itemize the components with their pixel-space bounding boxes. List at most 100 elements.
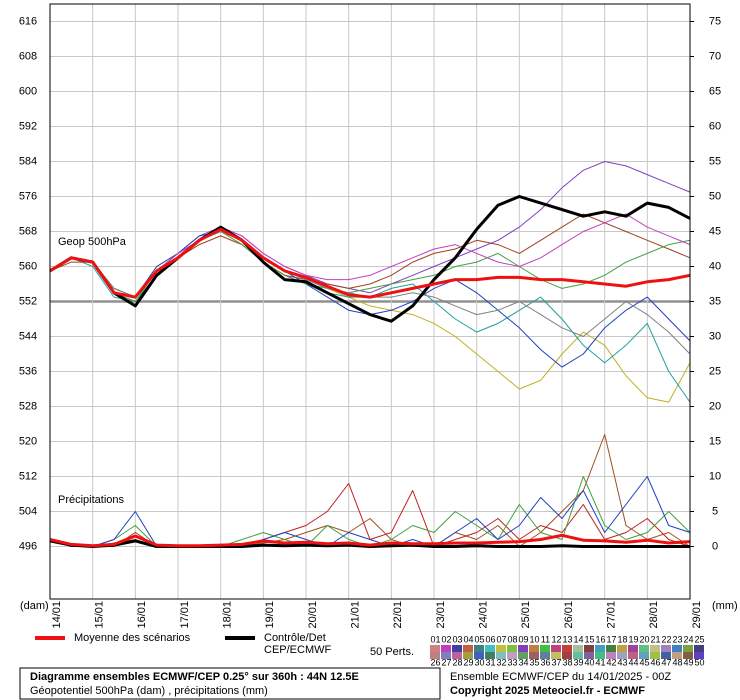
y-tick-label: 568	[19, 225, 37, 237]
member-swatch	[496, 652, 506, 659]
member-swatch	[650, 652, 660, 659]
member-label: 39	[573, 657, 583, 667]
member-swatch	[573, 645, 583, 652]
y-tick-label: 608	[19, 50, 37, 62]
member-swatch	[551, 645, 561, 652]
member-swatch	[661, 652, 671, 659]
member-label: 31	[485, 657, 495, 667]
member-label: 11	[541, 634, 550, 644]
y-tick-label: 536	[19, 365, 37, 377]
y-tick-label: 512	[19, 470, 37, 482]
member-label: 13	[562, 634, 572, 644]
member-label: 16	[595, 634, 605, 644]
member-label: 15	[584, 634, 594, 644]
y2-tick-label: 65	[709, 85, 721, 97]
member-label: 01	[430, 634, 440, 644]
y2-tick-label: 70	[709, 50, 721, 62]
series-line	[49, 227, 691, 299]
title: Diagramme ensembles ECMWF/CEP 0.25° sur …	[30, 671, 359, 683]
x-tick-label: 16/01	[136, 601, 148, 629]
member-label: 20	[639, 634, 649, 644]
member-label: 08	[507, 634, 517, 644]
y-tick-label: 584	[19, 155, 37, 167]
member-swatch	[683, 645, 693, 652]
legend-mean: Moyenne des scénarios	[74, 632, 191, 644]
member-swatch	[518, 645, 528, 652]
member-label: 38	[562, 657, 572, 667]
x-tick-label: 29/01	[691, 601, 703, 629]
plot-area	[49, 161, 691, 548]
x-tick-label: 21/01	[350, 601, 362, 629]
member-label: 06	[485, 634, 495, 644]
x-tick-label: 18/01	[222, 601, 234, 629]
member-label: 30	[474, 657, 484, 667]
member-swatch	[595, 645, 605, 652]
member-label: 50	[694, 657, 704, 667]
y2-tick-label: 35	[709, 295, 721, 307]
member-swatch	[617, 652, 627, 659]
member-label: 17	[606, 634, 616, 644]
y-tick-label: 544	[19, 330, 37, 342]
member-swatch	[430, 652, 440, 659]
member-swatch	[606, 652, 616, 659]
member-label: 44	[628, 657, 638, 667]
y-tick-label: 560	[19, 260, 37, 272]
member-label: 05	[474, 634, 484, 644]
member-label: 42	[606, 657, 616, 667]
member-swatch	[430, 645, 440, 652]
member-swatch	[463, 645, 473, 652]
member-label: 04	[463, 634, 473, 644]
x-tick-label: 14/01	[51, 601, 63, 629]
member-swatch	[562, 645, 572, 652]
member-swatch	[474, 645, 484, 652]
x-tick-label: 27/01	[606, 601, 618, 629]
member-swatch	[617, 645, 627, 652]
member-swatch	[452, 652, 462, 659]
member-swatch	[529, 652, 539, 659]
series-line	[49, 533, 691, 548]
member-swatch	[683, 652, 693, 659]
member-swatch	[639, 645, 649, 652]
member-label: 19	[628, 634, 638, 644]
member-swatch	[573, 652, 583, 659]
y-tick-label: 600	[19, 85, 37, 97]
y2-tick-label: 30	[709, 330, 721, 342]
legend-perts: 50 Perts.	[370, 646, 414, 658]
series-line	[49, 195, 691, 323]
y2-tick-label: 40	[709, 260, 721, 272]
member-swatch	[496, 645, 506, 652]
member-label: 25	[694, 634, 704, 644]
member-label: 40	[584, 657, 594, 667]
member-label: 48	[672, 657, 682, 667]
member-swatch	[507, 652, 517, 659]
x-tick-label: 17/01	[179, 601, 191, 629]
y2-tick-label: 0	[712, 540, 718, 552]
member-label: 23	[672, 634, 682, 644]
member-label: 35	[529, 657, 539, 667]
member-swatch	[452, 645, 462, 652]
x-tick-label: 22/01	[392, 601, 404, 629]
member-label: 36	[540, 657, 550, 667]
member-swatch	[606, 645, 616, 652]
x-tick-label: 15/01	[94, 601, 106, 629]
member-label: 28	[452, 657, 462, 667]
member-label: 33	[507, 657, 517, 667]
y2-axis-label: (mm)	[712, 600, 738, 612]
member-label: 29	[463, 657, 473, 667]
y2-tick-label: 55	[709, 155, 721, 167]
x-tick-label: 28/01	[648, 601, 660, 629]
y2-tick-label: 10	[709, 470, 721, 482]
member-label: 21	[650, 634, 660, 644]
member-label: 46	[650, 657, 660, 667]
x-tick-label: 26/01	[563, 601, 575, 629]
member-swatch	[529, 645, 539, 652]
x-tick-label: 23/01	[435, 601, 447, 629]
y-tick-label: 496	[19, 540, 37, 552]
member-swatch	[518, 652, 528, 659]
member-swatch	[474, 652, 484, 659]
y-tick-label: 552	[19, 295, 37, 307]
x-tick-label: 24/01	[478, 601, 490, 629]
member-label: 43	[617, 657, 627, 667]
